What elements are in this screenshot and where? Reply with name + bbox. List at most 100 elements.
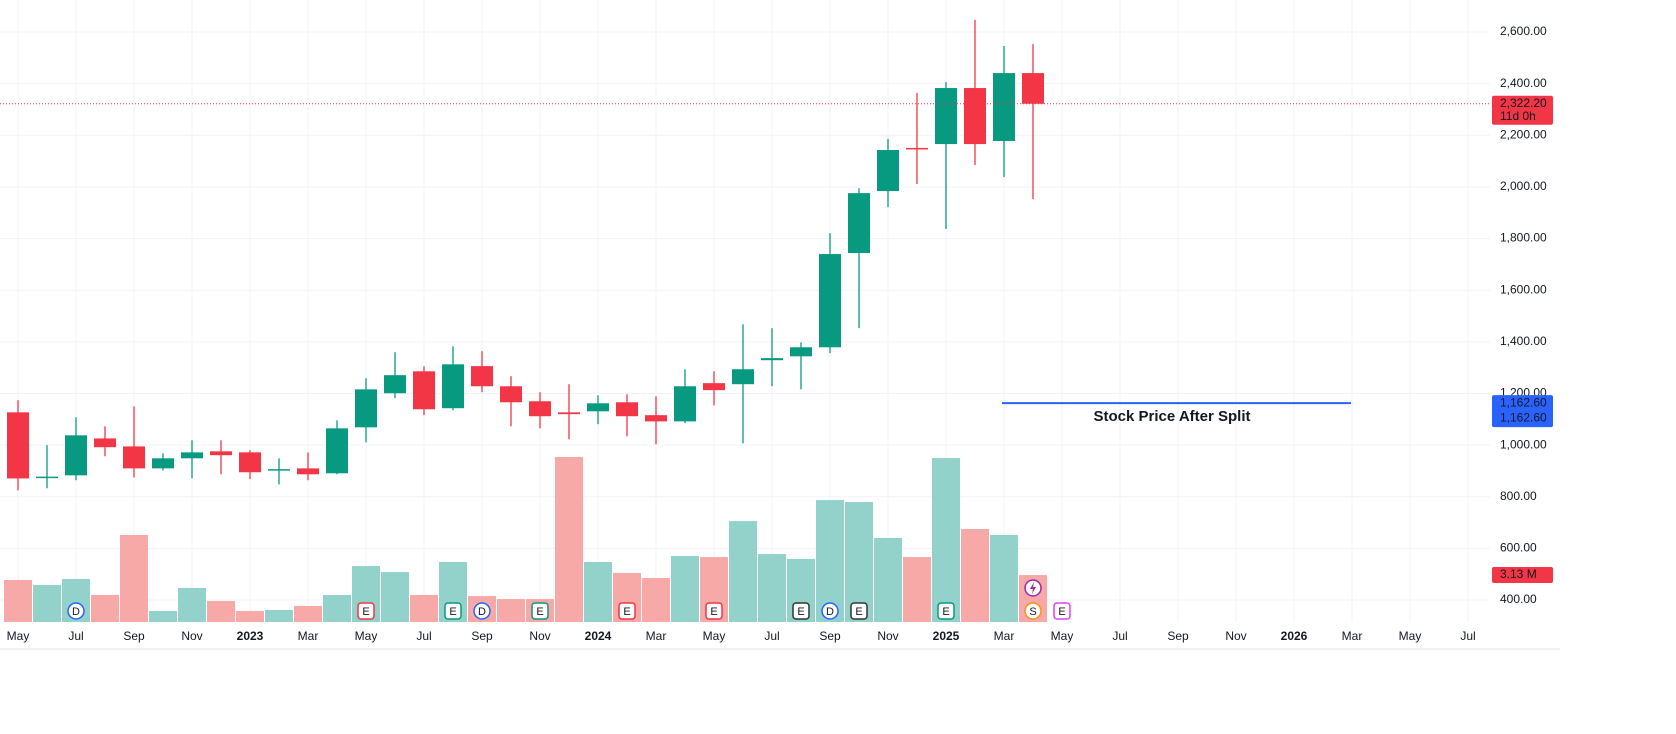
x-tick-label: Nov [529, 629, 550, 643]
y-tick-label: 800.00 [1500, 489, 1537, 503]
x-tick-label: Jul [1460, 629, 1475, 643]
volume-bar [874, 538, 902, 622]
event-label: E [797, 606, 804, 618]
event-label: E [362, 606, 369, 618]
candle-body [732, 369, 754, 385]
candle-body [645, 415, 667, 422]
event-badge [444, 602, 462, 620]
candle-body [587, 403, 609, 412]
x-tick-label: Jul [764, 629, 779, 643]
candle-body [94, 438, 116, 448]
candle-body [65, 435, 87, 476]
annotation-tag [1492, 395, 1553, 428]
annotation-tag-label: 1,162.60 [1500, 410, 1547, 424]
event-badge [937, 602, 955, 620]
candle-body [268, 469, 290, 471]
candle-body [529, 401, 551, 417]
candle-body [703, 383, 725, 391]
x-tick-label: May [7, 629, 30, 643]
volume-bar [91, 595, 119, 622]
candle-body [935, 88, 957, 145]
event-label: E [1058, 606, 1065, 618]
annotation-tag-label: 1,162.60 [1500, 395, 1547, 409]
candle-body [36, 476, 58, 479]
candle-body [413, 371, 435, 410]
volume-bar [642, 578, 670, 622]
candle-body [761, 358, 783, 361]
x-tick-label: Mar [646, 629, 667, 643]
event-label: E [942, 606, 949, 618]
candle-body [877, 150, 899, 192]
x-tick-label: Nov [181, 629, 202, 643]
x-tick-label: Jul [1112, 629, 1127, 643]
volume-bar [903, 557, 931, 622]
x-tick-label: 2025 [933, 629, 960, 643]
event-badge [1053, 602, 1071, 620]
x-tick-label: Sep [471, 629, 493, 643]
candle-body [906, 147, 928, 150]
volume-bar [584, 562, 612, 622]
volume-bar [671, 556, 699, 622]
event-label: E [449, 606, 456, 618]
candle-body [674, 386, 696, 422]
x-tick-label: 2024 [585, 629, 612, 643]
x-tick-label: 2023 [237, 629, 264, 643]
countdown-label: 11d 0h [1500, 109, 1536, 123]
x-tick-label: May [1051, 629, 1074, 643]
volume-bar [497, 599, 525, 622]
event-label: D [478, 606, 486, 618]
candle-body [210, 451, 232, 456]
y-tick-label: 400.00 [1500, 592, 1537, 606]
y-tick-label: 1,000.00 [1500, 437, 1547, 451]
y-tick-label: 2,600.00 [1500, 24, 1547, 38]
candle-body [616, 402, 638, 417]
price-tag [1492, 95, 1553, 125]
y-tick-label: 1,400.00 [1500, 334, 1547, 348]
volume-bar [845, 502, 873, 622]
volume-bar [120, 535, 148, 622]
candle-body [7, 412, 29, 479]
y-tick-label: 2,200.00 [1500, 127, 1547, 141]
volume-bar [294, 605, 322, 622]
event-label: E [710, 606, 717, 618]
candle-body [152, 458, 174, 469]
event-label: D [826, 606, 834, 618]
event-badge [850, 602, 868, 620]
event-label: E [536, 606, 543, 618]
x-tick-label: Jul [416, 629, 431, 643]
volume-bar [33, 584, 61, 622]
candle-body [790, 347, 812, 357]
annotation-text: Stock Price After Split [1094, 408, 1251, 425]
y-tick-label: 1,800.00 [1500, 231, 1547, 245]
volume-bar [265, 610, 293, 622]
candle-body [123, 446, 145, 469]
candle-body [326, 428, 348, 474]
candle-body [297, 468, 319, 475]
volume-bar [207, 601, 235, 622]
x-tick-label: Mar [298, 629, 319, 643]
x-tick-label: Mar [994, 629, 1015, 643]
candle-body [1022, 73, 1044, 104]
volume-bar [932, 458, 960, 622]
event-badge [821, 602, 839, 620]
candle-body [181, 452, 203, 459]
x-tick-label: May [355, 629, 378, 643]
candle-body [442, 364, 464, 409]
x-tick-label: May [703, 629, 726, 643]
volume-bar [410, 595, 438, 622]
candle-body [964, 88, 986, 145]
candle-body [848, 193, 870, 254]
y-tick-label: 600.00 [1500, 541, 1537, 555]
volume-bar [816, 500, 844, 622]
event-badge [531, 602, 549, 620]
volume-bar [323, 595, 351, 622]
event-badge [618, 602, 636, 620]
event-label: E [855, 606, 862, 618]
y-tick-label: 2,400.00 [1500, 76, 1547, 90]
volume-bar [961, 529, 989, 622]
candle-body [558, 412, 580, 415]
event-label: D [72, 606, 80, 618]
event-badge [705, 602, 723, 620]
x-tick-label: Sep [123, 629, 145, 643]
